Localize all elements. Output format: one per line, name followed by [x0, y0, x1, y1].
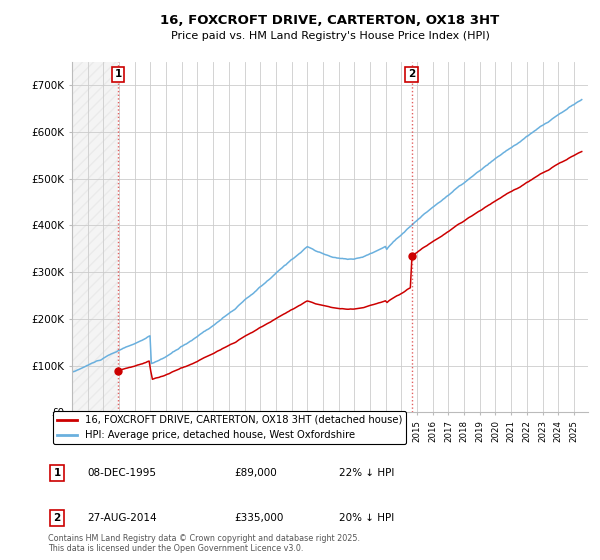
Text: 1: 1 [115, 69, 122, 80]
Text: 16, FOXCROFT DRIVE, CARTERTON, OX18 3HT: 16, FOXCROFT DRIVE, CARTERTON, OX18 3HT [160, 14, 500, 27]
Bar [72, 62, 118, 412]
Text: £89,000: £89,000 [234, 468, 277, 478]
Text: 2: 2 [408, 69, 415, 80]
Text: 2: 2 [53, 513, 61, 523]
Text: 1: 1 [53, 468, 61, 478]
Text: Contains HM Land Registry data © Crown copyright and database right 2025.
This d: Contains HM Land Registry data © Crown c… [48, 534, 360, 553]
Text: 20% ↓ HPI: 20% ↓ HPI [339, 513, 394, 523]
Legend: 16, FOXCROFT DRIVE, CARTERTON, OX18 3HT (detached house), HPI: Average price, de: 16, FOXCROFT DRIVE, CARTERTON, OX18 3HT … [53, 411, 406, 444]
Text: £335,000: £335,000 [234, 513, 283, 523]
Text: 27-AUG-2014: 27-AUG-2014 [87, 513, 157, 523]
Text: Price paid vs. HM Land Registry's House Price Index (HPI): Price paid vs. HM Land Registry's House … [170, 31, 490, 41]
Text: 08-DEC-1995: 08-DEC-1995 [87, 468, 156, 478]
Text: 22% ↓ HPI: 22% ↓ HPI [339, 468, 394, 478]
